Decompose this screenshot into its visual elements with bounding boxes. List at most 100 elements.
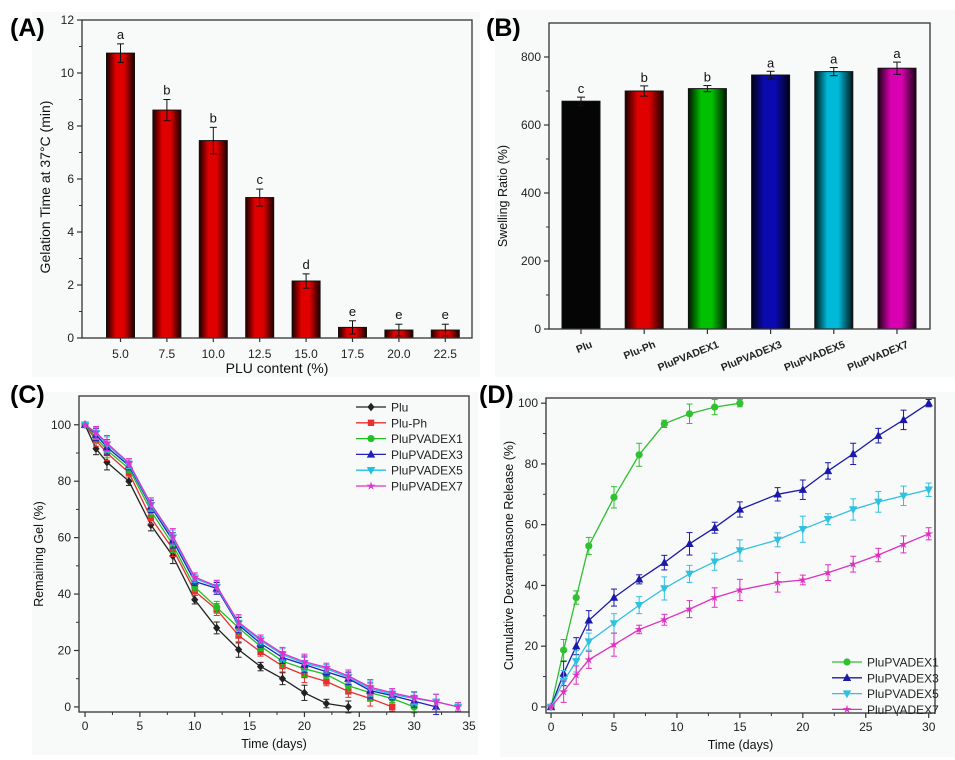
significance-label: d [302,257,309,272]
x-tick-label: 17.5 [341,347,365,361]
legend-label: PluPVADEX5 [391,464,463,478]
y-tick-label: 10 [61,66,75,80]
panel-label-d: (D) [479,381,514,409]
legend-label: PluPVADEX5 [867,687,939,701]
x-tick-label: 35 [462,719,476,733]
data-point [848,449,858,458]
data-point [409,693,419,702]
plot-frame [78,395,470,713]
data-point [899,415,908,424]
data-point [102,438,112,447]
data-point [300,688,309,698]
data-point [278,648,287,658]
data-point [584,655,594,664]
bar [877,67,917,330]
data-point [710,558,719,567]
data-point [300,657,309,666]
data-point [773,536,782,545]
significance-label: e [442,307,449,322]
legend-item: PluPVADEX1 [356,432,463,446]
y-tick-label: 80 [525,457,539,471]
series-line [84,424,349,708]
legend-label: PluPVADEX3 [867,671,939,685]
data-point [635,451,643,459]
bar [624,90,664,330]
data-point [365,682,375,691]
legend-marker [843,658,851,666]
significance-label: a [893,46,901,61]
data-point [546,702,556,711]
data-point [685,539,694,548]
x-tick-label: 22.5 [434,347,458,361]
data-point [190,572,200,581]
data-point [685,410,694,418]
data-point [213,623,221,633]
data-point [823,516,833,524]
data-point [735,585,745,594]
data-point [560,646,568,654]
data-point [572,593,580,602]
x-tick-label: 30 [407,719,421,733]
legend-label: PluPVADEX7 [391,480,463,494]
data-point [924,529,934,538]
data-point [80,420,90,429]
data-point [609,640,619,649]
y-axis-title: Swelling Ratio (%) [496,145,510,247]
data-point [389,703,396,711]
legend-item: PluPVADEX3 [356,448,463,462]
legend-marker [366,467,376,475]
data-point [168,531,178,540]
panel-a-gelation-chart: a b b c d e e e 0 2 4 6 8 10 12 5.0 7.5 10.0 12.5 15.0 17.5 2… [37,13,473,376]
data-point [634,574,644,583]
significance-label: c [256,172,263,187]
x-tick-label: 20 [796,720,810,734]
series-PluPVADEX1 [547,399,744,711]
data-point [344,702,352,712]
x-tick-label: 20.0 [387,347,411,361]
y-tick-label: 12 [61,13,75,27]
data-point [387,688,397,697]
data-point [874,498,883,507]
y-tick-label: 4 [67,225,74,239]
data-point [773,577,783,587]
data-point [322,699,330,708]
y-axis-title: Remaining Gel (%) [32,501,46,607]
bar [687,88,727,330]
x-tick-label: 25 [859,720,873,734]
series-line [550,402,740,708]
legend-marker [367,419,375,426]
legend-marker [367,435,375,443]
data-point [736,399,744,407]
y-tick-label: 2 [67,278,74,292]
legend-item: Plu-Ph [356,416,427,430]
panel-label-b: (B) [486,14,521,42]
legend-label: PluPVADEX3 [391,448,463,462]
data-point [924,486,933,495]
x-tick-label: 5.0 [112,347,129,361]
data-point [91,427,101,437]
x-tick-label: 15.0 [294,347,318,361]
legend-label: PluPVADEX1 [391,432,463,446]
series-line [84,424,393,708]
x-tick-label: 30 [922,720,936,734]
data-point [147,514,155,522]
data-point [710,592,720,602]
x-tick-label: 5 [137,719,144,733]
significance-label: e [349,304,356,319]
data-point [278,674,287,683]
y-tick-label: 0 [64,700,71,714]
data-point [659,615,669,624]
x-tick-label: 10.0 [202,347,226,361]
significance-label: a [117,27,125,42]
legend-marker [366,449,376,458]
panel-label-a: (A) [10,14,45,42]
y-tick-label: 20 [58,643,72,657]
significance-label: b [641,70,648,85]
y-tick-label: 8 [67,119,74,133]
y-tick-label: 100 [518,396,538,410]
bar [291,280,321,339]
series-PluPVADEX3 [546,398,933,711]
data-point [256,662,265,671]
